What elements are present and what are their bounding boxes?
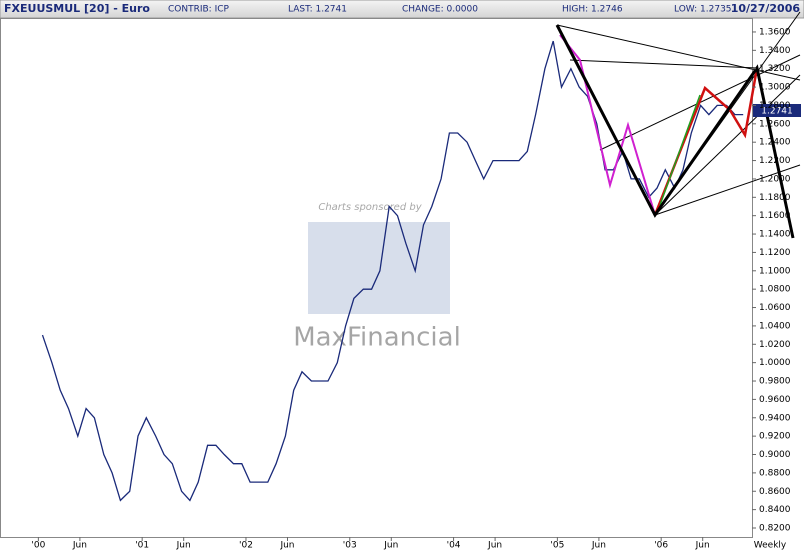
y-tick-label: 0.8800 (759, 468, 791, 478)
x-tick-label: '04 (447, 541, 461, 551)
y-tick-label: 0.9400 (759, 413, 791, 423)
y-tick-label: 1.2600 (759, 119, 791, 129)
logo (308, 222, 450, 314)
y-tick-label: 1.2200 (759, 156, 791, 166)
x-tick-label: Jun (279, 541, 294, 551)
last-marker-label: 1.2741 (761, 107, 793, 117)
y-tick-label: 1.0200 (759, 340, 791, 350)
y-tick-label: 1.1200 (759, 248, 791, 258)
sponsor-text: Charts sponsored by (318, 202, 422, 213)
projection-line (555, 24, 795, 239)
last: LAST: 1.2741 (288, 5, 347, 15)
y-tick-label: 0.9000 (759, 450, 791, 460)
x-tick-label: Jun (487, 541, 502, 551)
watermark: Charts sponsored by MaxFinancial (293, 202, 461, 353)
x-tick-label: Jun (72, 541, 87, 551)
symbol: FXEUUSMUL [20] - Euro (4, 2, 150, 15)
y-tick-label: 0.8200 (759, 523, 791, 533)
last-marker (753, 104, 801, 117)
x-tick-label: Jun (695, 541, 710, 551)
wave-line (653, 67, 759, 216)
x-tick-label: '02 (239, 541, 253, 551)
y-tick-label: 1.2400 (759, 138, 791, 148)
period-label: Weekly (754, 541, 787, 551)
x-tick-label: '05 (550, 541, 564, 551)
x-tick-label: '01 (135, 541, 149, 551)
y-tick-label: 0.9200 (759, 432, 791, 442)
y-tick-label: 1.0600 (759, 303, 791, 313)
high: HIGH: 1.2746 (562, 5, 623, 15)
y-tick-label: 0.9800 (759, 377, 791, 387)
brand-text: MaxFinancial (293, 323, 461, 353)
annotations (555, 11, 801, 239)
x-tick-label: Jun (176, 541, 191, 551)
y-tick-label: 1.3400 (759, 46, 791, 56)
change: CHANGE: 0.0000 (402, 5, 478, 15)
y-tick-label: 1.3600 (759, 27, 791, 37)
price-line (41, 40, 744, 502)
trend-line (556, 24, 801, 81)
y-tick-label: 1.1000 (759, 266, 791, 276)
y-tick-label: 1.1400 (759, 230, 791, 240)
y-tick-label: 1.3000 (759, 83, 791, 93)
y-tick-label: 1.3200 (759, 64, 791, 74)
contrib: CONTRIB: ICP (168, 5, 230, 15)
x-tick-label: Jun (383, 541, 398, 551)
y-tick-label: 0.9600 (759, 395, 791, 405)
y-tick-label: 0.8400 (759, 505, 791, 515)
trend-line (569, 59, 758, 69)
y-tick-label: 1.1800 (759, 193, 791, 203)
y-tick-label: 1.0800 (759, 285, 791, 295)
wave-line (559, 34, 656, 216)
y-tick-label: 1.0400 (759, 321, 791, 331)
wave-line (659, 94, 701, 206)
low: LOW: 1.2735 (674, 5, 732, 15)
x-tick-label: '00 (31, 541, 45, 551)
y-tick-label: 1.2000 (759, 174, 791, 184)
x-tick-label: '06 (654, 541, 668, 551)
x-tick-label: '03 (343, 541, 357, 551)
y-tick-label: 0.8600 (759, 487, 791, 497)
date: 10/27/2006 (731, 2, 801, 15)
y-tick-label: 1.2800 (759, 101, 791, 111)
y-tick-label: 1.1600 (759, 211, 791, 221)
y-tick-label: 1.0000 (759, 358, 791, 368)
trend-line (654, 74, 801, 216)
x-tick-label: Jun (591, 541, 606, 551)
trend-line (654, 164, 801, 216)
